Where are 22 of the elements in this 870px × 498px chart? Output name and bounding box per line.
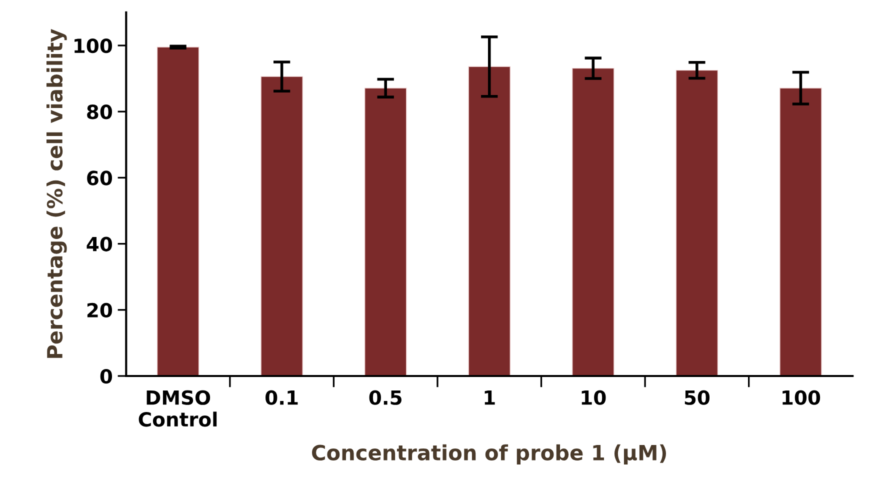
x-tick-label: DMSO Control: [138, 390, 217, 427]
y-tick-label: 0: [100, 368, 112, 384]
y-tick-label: 100: [74, 38, 112, 54]
bar: [572, 68, 614, 376]
y-tick-label: 20: [87, 302, 112, 318]
bar: [364, 88, 407, 376]
y-tick-label: 60: [87, 170, 112, 186]
x-tick-label: 0.1: [266, 390, 298, 405]
x-tick-label: 100: [782, 390, 820, 405]
bar: [156, 46, 200, 376]
bar: [676, 70, 718, 376]
y-axis-title: Percentage (%) cell viability: [46, 29, 67, 358]
bar: [468, 66, 510, 376]
x-tick-label: 50: [684, 390, 710, 405]
x-axis-title: Concentration of probe 1 (μM): [312, 444, 666, 465]
y-tick-label: 40: [86, 236, 112, 252]
x-tick-label: 0.5: [369, 390, 402, 405]
bar: [780, 88, 822, 376]
bar: [260, 76, 303, 376]
x-tick-label: 1: [484, 390, 495, 405]
y-tick-label: 80: [87, 104, 112, 120]
x-tick-label: 10: [582, 390, 606, 405]
